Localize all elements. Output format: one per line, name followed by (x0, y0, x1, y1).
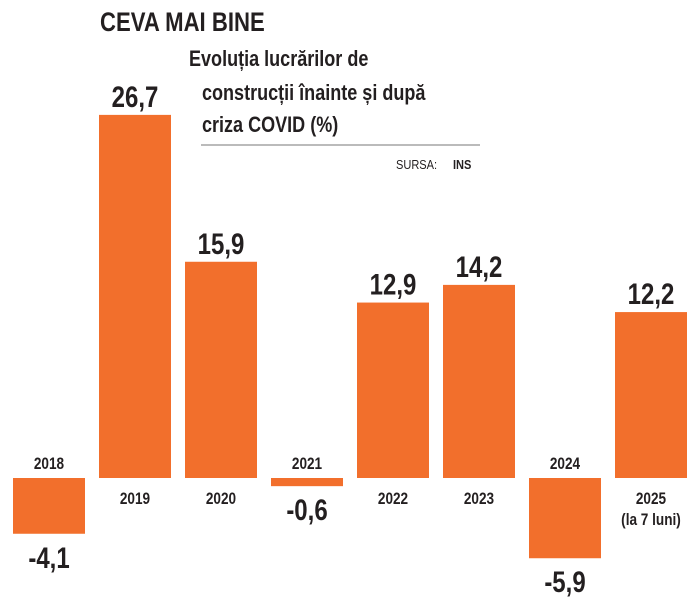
category-label: 2023 (464, 490, 494, 509)
value-label: -4,1 (28, 540, 69, 574)
bar-2022 (357, 302, 429, 478)
value-label: 12,9 (370, 267, 417, 301)
value-label: -5,9 (544, 565, 585, 599)
category-label: 2021 (292, 455, 323, 474)
bar-2024 (529, 478, 601, 559)
bar-2019 (99, 114, 171, 478)
category-label: 2024 (550, 455, 581, 474)
value-label: -0,6 (286, 493, 327, 527)
bar-2021 (271, 478, 343, 487)
category-label: 2019 (120, 490, 150, 509)
bar-2018 (13, 478, 85, 534)
category-label: 2018 (34, 455, 65, 474)
category-note: (la 7 luni) (621, 511, 681, 530)
value-label: 15,9 (198, 226, 245, 260)
bar-2025 (615, 312, 687, 478)
chart-title-line-3: criza COVID (%) (202, 113, 338, 137)
value-label: 14,2 (456, 249, 503, 283)
bar-2020 (185, 261, 257, 478)
value-label: 26,7 (112, 79, 159, 113)
chart-title-line-1: Evoluția lucrărilor de (189, 47, 368, 71)
chart-headline: CEVA MAI BINE (100, 8, 265, 38)
chart-title-line-2: construcții înainte și după (202, 81, 426, 105)
source-label: SURSA: (396, 157, 437, 172)
source-value: INS (453, 157, 471, 172)
category-label: 2020 (206, 490, 236, 509)
value-label: 12,2 (628, 276, 675, 310)
bar-2023 (443, 284, 515, 478)
category-label: 2025 (636, 490, 667, 509)
category-label: 2022 (378, 490, 408, 509)
